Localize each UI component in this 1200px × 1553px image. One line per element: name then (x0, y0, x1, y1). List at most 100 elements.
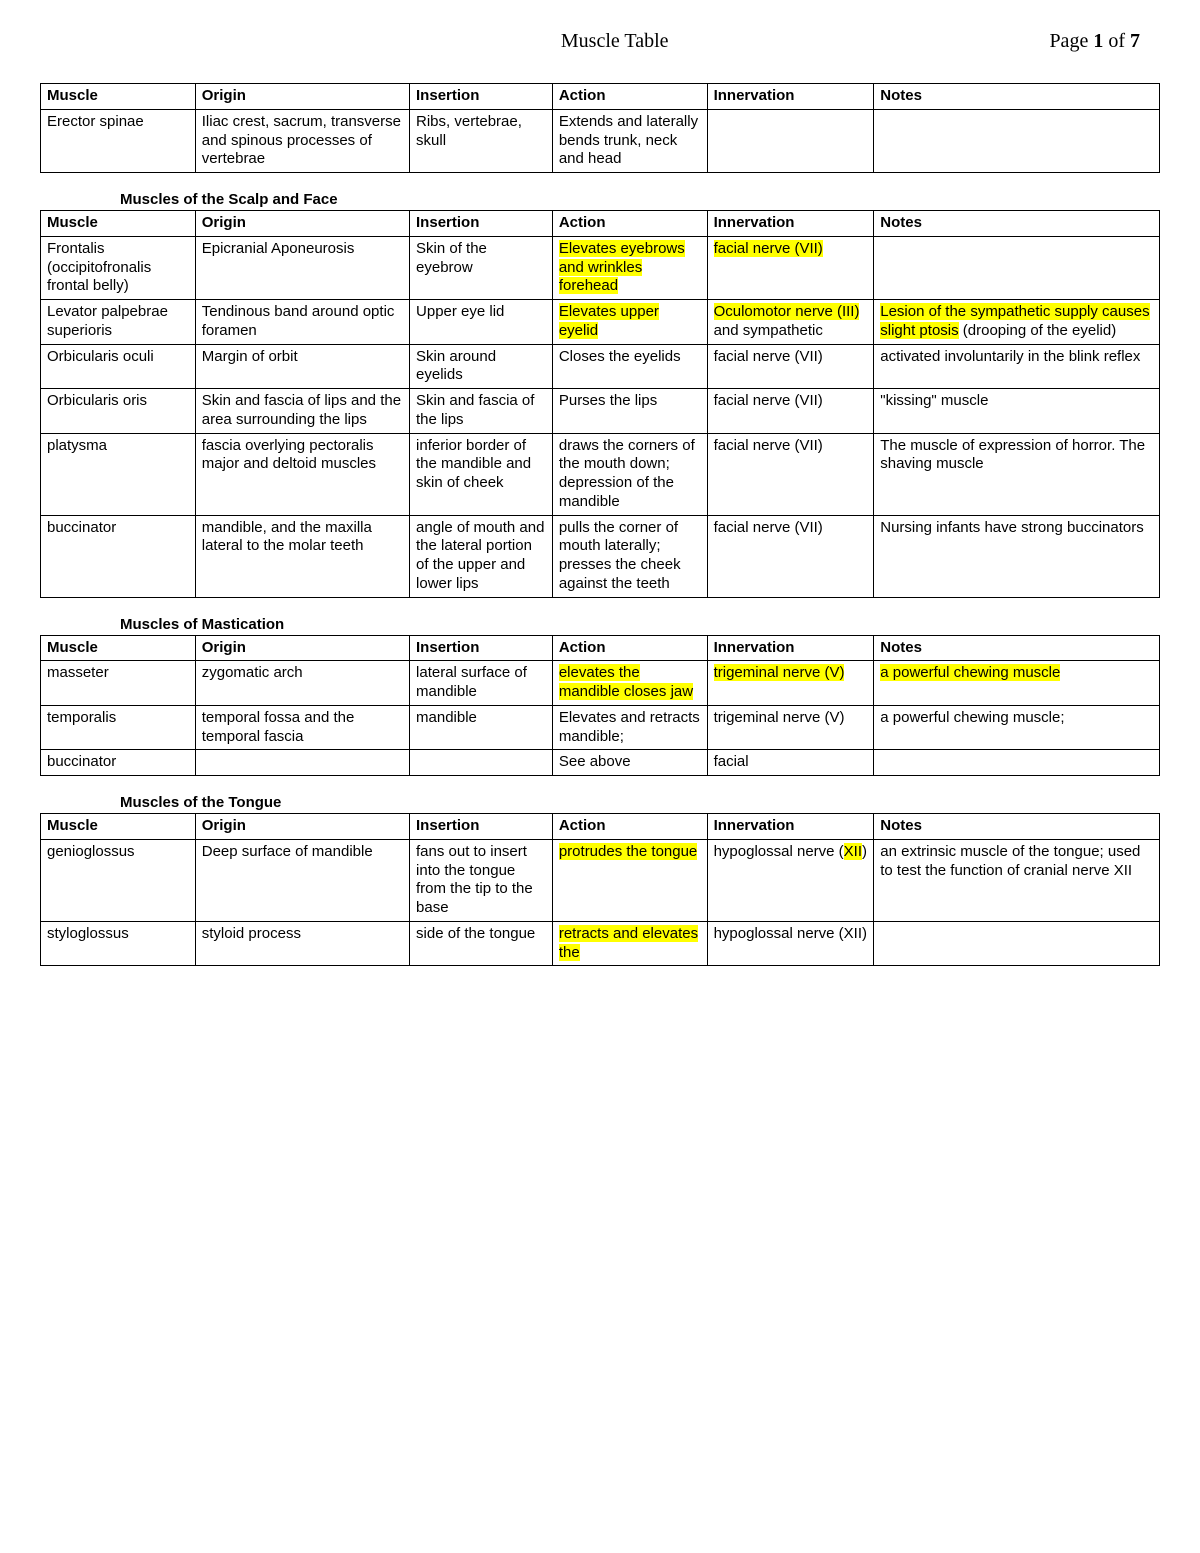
cell-origin: Tendinous band around optic foramen (195, 300, 409, 345)
col-header: Insertion (410, 211, 553, 237)
col-header: Muscle (41, 211, 196, 237)
col-header: Notes (874, 211, 1160, 237)
muscle-table: MuscleOriginInsertionActionInnervationNo… (40, 210, 1160, 598)
col-header: Origin (195, 635, 409, 661)
cell-notes: "kissing" muscle (874, 389, 1160, 434)
cell-origin: temporal fossa and the temporal fascia (195, 705, 409, 750)
cell-muscle: buccinator (41, 515, 196, 597)
cell-muscle: styloglossus (41, 921, 196, 966)
cell-insertion: Skin of the eyebrow (410, 236, 553, 299)
cell-muscle: temporalis (41, 705, 196, 750)
cell-action: Elevates and retracts mandible; (552, 705, 707, 750)
table-row: genioglossusDeep surface of mandiblefans… (41, 839, 1160, 921)
col-header: Innervation (707, 84, 874, 110)
col-header: Innervation (707, 814, 874, 840)
cell-origin (195, 750, 409, 776)
col-header: Action (552, 635, 707, 661)
cell-notes (874, 921, 1160, 966)
cell-innervation (707, 109, 874, 172)
col-header: Insertion (410, 814, 553, 840)
cell-action: Purses the lips (552, 389, 707, 434)
table-row: Erector spinaeIliac crest, sacrum, trans… (41, 109, 1160, 172)
cell-notes: Lesion of the sympathetic supply causes … (874, 300, 1160, 345)
muscle-table: MuscleOriginInsertionActionInnervationNo… (40, 813, 1160, 966)
cell-notes: Nursing infants have strong buccinators (874, 515, 1160, 597)
cell-muscle: platysma (41, 433, 196, 515)
col-header: Action (552, 211, 707, 237)
page-indicator: Page 1 of 7 (1049, 30, 1140, 53)
col-header: Insertion (410, 635, 553, 661)
cell-muscle: Orbicularis oculi (41, 344, 196, 389)
table-row: Levator palpebrae superiorisTendinous ba… (41, 300, 1160, 345)
cell-origin: Margin of orbit (195, 344, 409, 389)
col-header: Notes (874, 814, 1160, 840)
cell-action: pulls the corner of mouth laterally; pre… (552, 515, 707, 597)
cell-innervation: trigeminal nerve (V) (707, 705, 874, 750)
cell-innervation: facial nerve (VII) (707, 433, 874, 515)
col-header: Muscle (41, 84, 196, 110)
cell-innervation: trigeminal nerve (V) (707, 661, 874, 706)
col-header: Origin (195, 211, 409, 237)
table-row: Orbicularis oculiMargin of orbitSkin aro… (41, 344, 1160, 389)
cell-innervation: hypoglossal nerve (XII) (707, 921, 874, 966)
table-row: buccinatormandible, and the maxilla late… (41, 515, 1160, 597)
cell-muscle: genioglossus (41, 839, 196, 921)
col-header: Notes (874, 84, 1160, 110)
cell-insertion (410, 750, 553, 776)
cell-innervation: facial nerve (VII) (707, 236, 874, 299)
cell-origin: mandible, and the maxilla lateral to the… (195, 515, 409, 597)
cell-origin: Epicranial Aponeurosis (195, 236, 409, 299)
table-row: buccinator See abovefacial (41, 750, 1160, 776)
col-header: Innervation (707, 635, 874, 661)
cell-muscle: Erector spinae (41, 109, 196, 172)
col-header: Muscle (41, 635, 196, 661)
section-title: Muscles of the Scalp and Face (120, 191, 1160, 208)
cell-innervation: Oculomotor nerve (III) and sympathetic (707, 300, 874, 345)
cell-insertion: Skin around eyelids (410, 344, 553, 389)
cell-insertion: fans out to insert into the tongue from … (410, 839, 553, 921)
cell-insertion: inferior border of the mandible and skin… (410, 433, 553, 515)
section-title: Muscles of the Tongue (120, 794, 1160, 811)
cell-origin: Deep surface of mandible (195, 839, 409, 921)
col-header: Notes (874, 635, 1160, 661)
cell-innervation: hypoglossal nerve (XII) (707, 839, 874, 921)
cell-muscle: buccinator (41, 750, 196, 776)
cell-innervation: facial nerve (VII) (707, 389, 874, 434)
col-header: Origin (195, 814, 409, 840)
cell-origin: Iliac crest, sacrum, transverse and spin… (195, 109, 409, 172)
cell-action: protrudes the tongue (552, 839, 707, 921)
table-row: Orbicularis orisSkin and fascia of lips … (41, 389, 1160, 434)
cell-insertion: lateral surface of mandible (410, 661, 553, 706)
cell-insertion: Skin and fascia of the lips (410, 389, 553, 434)
table-row: Frontalis (occipitofronalis frontal bell… (41, 236, 1160, 299)
cell-action: retracts and elevates the (552, 921, 707, 966)
table-row: platysmafascia overlying pectoralis majo… (41, 433, 1160, 515)
cell-action: elevates the mandible closes jaw (552, 661, 707, 706)
cell-insertion: angle of mouth and the lateral portion o… (410, 515, 553, 597)
col-header: Innervation (707, 211, 874, 237)
cell-origin: zygomatic arch (195, 661, 409, 706)
cell-origin: Skin and fascia of lips and the area sur… (195, 389, 409, 434)
cell-origin: fascia overlying pectoralis major and de… (195, 433, 409, 515)
cell-action: See above (552, 750, 707, 776)
col-header: Insertion (410, 84, 553, 110)
section-title: Muscles of Mastication (120, 616, 1160, 633)
cell-notes: The muscle of expression of horror. The … (874, 433, 1160, 515)
cell-insertion: Ribs, vertebrae, skull (410, 109, 553, 172)
cell-notes: a powerful chewing muscle; (874, 705, 1160, 750)
col-header: Muscle (41, 814, 196, 840)
cell-innervation: facial (707, 750, 874, 776)
cell-insertion: mandible (410, 705, 553, 750)
cell-muscle: Orbicularis oris (41, 389, 196, 434)
table-row: masseterzygomatic archlateral surface of… (41, 661, 1160, 706)
cell-action: draws the corners of the mouth down; dep… (552, 433, 707, 515)
cell-innervation: facial nerve (VII) (707, 344, 874, 389)
cell-muscle: Frontalis (occipitofronalis frontal bell… (41, 236, 196, 299)
col-header: Origin (195, 84, 409, 110)
cell-notes: a powerful chewing muscle (874, 661, 1160, 706)
cell-origin: styloid process (195, 921, 409, 966)
cell-insertion: side of the tongue (410, 921, 553, 966)
cell-notes (874, 109, 1160, 172)
page-header: Muscle Table Page 1 of 7 (40, 30, 1160, 53)
cell-notes: an extrinsic muscle of the tongue; used … (874, 839, 1160, 921)
